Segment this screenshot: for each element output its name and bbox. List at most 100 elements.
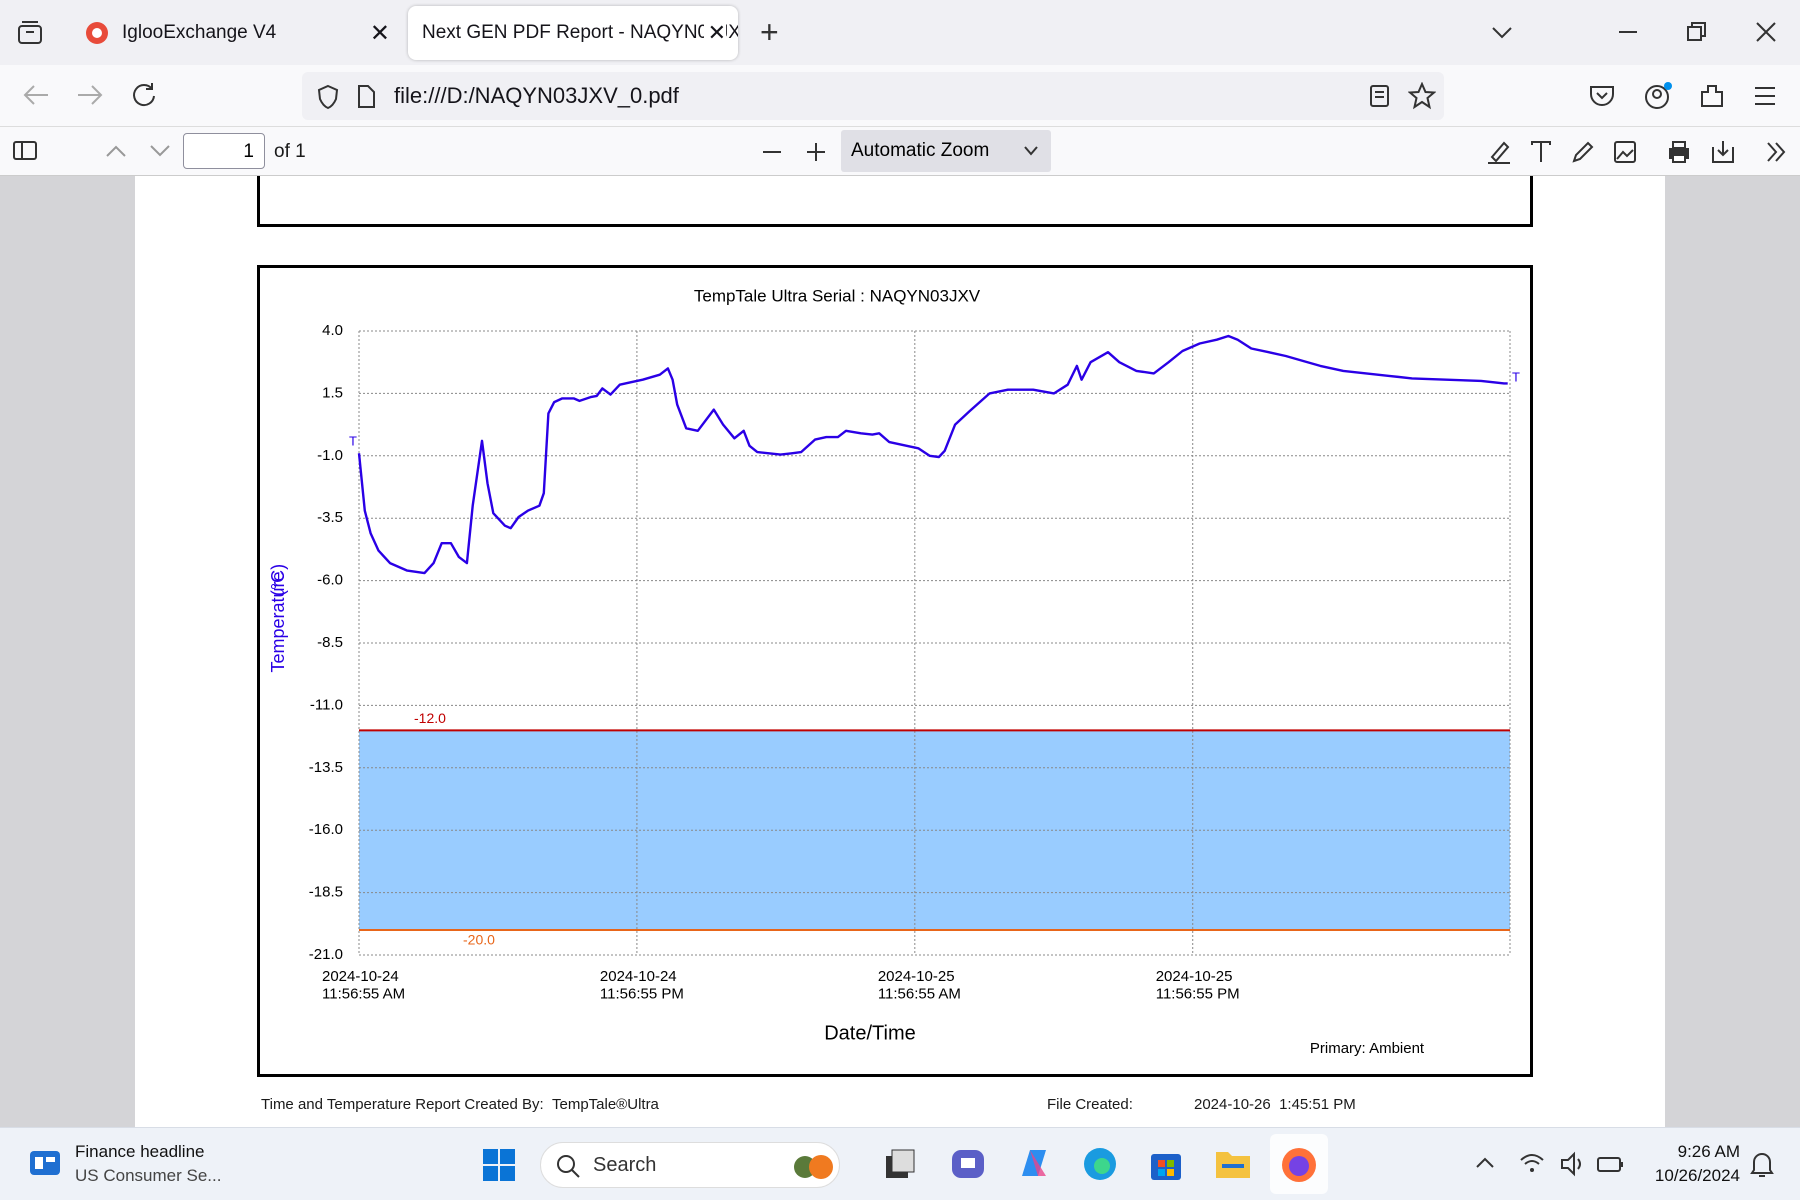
menu-button[interactable] xyxy=(1752,84,1778,108)
y-tick-label: -13.5 xyxy=(309,759,343,776)
page-number-input[interactable]: 1 xyxy=(183,133,265,169)
notifications[interactable] xyxy=(1748,1150,1776,1178)
draw-tool[interactable] xyxy=(1570,139,1596,165)
y-tick-label: 1.5 xyxy=(322,384,343,401)
y-tick-label: -3.5 xyxy=(317,509,343,526)
y-tick-label: -11.0 xyxy=(310,696,343,713)
chart-frame xyxy=(257,265,1533,1077)
x-tick-label: 2024-10-24 11:56:55 PM xyxy=(600,968,684,1002)
tab-title: Next GEN PDF Report - NAQYN03JX xyxy=(422,22,738,43)
page-count: of 1 xyxy=(274,141,306,162)
zoom-select[interactable]: Automatic Zoom xyxy=(841,130,1051,172)
x-axis-label: Date/Time xyxy=(824,1022,916,1044)
firefox-icon[interactable] xyxy=(1280,1146,1318,1184)
y-tick-label: -18.5 xyxy=(309,884,343,901)
reader-view[interactable] xyxy=(1368,84,1392,108)
zoom-out[interactable] xyxy=(760,141,784,163)
close-window[interactable] xyxy=(1754,20,1778,44)
zoom-in[interactable] xyxy=(804,141,828,163)
x-tick-label: 2024-10-25 11:56:55 AM xyxy=(878,968,961,1002)
news-text[interactable]: US Consumer Se... xyxy=(75,1166,222,1185)
tab[interactable]: IglooExchange V4 ✕ xyxy=(70,6,400,60)
y-tick-label: -1.0 xyxy=(317,447,343,464)
copilot-icon[interactable] xyxy=(1016,1146,1052,1182)
show-hidden-icons[interactable] xyxy=(1474,1154,1496,1170)
file-explorer-icon[interactable] xyxy=(1214,1146,1252,1182)
clock-time[interactable]: 9:26 AM xyxy=(1677,1142,1740,1161)
trip-marker: T xyxy=(349,433,357,448)
search-placeholder: Search xyxy=(593,1154,657,1176)
footer-value: TempTale®Ultra xyxy=(551,1096,659,1113)
system-tray[interactable] xyxy=(1518,1150,1628,1178)
new-tab-button[interactable]: + xyxy=(760,14,779,50)
task-view[interactable] xyxy=(884,1148,916,1180)
search-box[interactable]: Search xyxy=(540,1142,840,1188)
extensions-button[interactable] xyxy=(1698,82,1726,110)
limit-label: -20.0 xyxy=(463,932,495,948)
tab-title: IglooExchange V4 xyxy=(122,22,277,43)
footer-file-created-label: File Created: xyxy=(1047,1096,1133,1113)
x-tick-label: 2024-10-25 11:56:55 PM xyxy=(1156,968,1240,1002)
back-button[interactable] xyxy=(22,83,50,107)
sidebar-toggle[interactable] xyxy=(12,140,38,162)
news-title[interactable]: Finance headline xyxy=(75,1142,205,1161)
y-tick-label: -6.0 xyxy=(317,572,343,589)
highlight-tool[interactable] xyxy=(1486,139,1512,165)
trip-marker: T xyxy=(1512,369,1520,384)
page-icon xyxy=(358,85,375,108)
taskbar: Finance headline US Consumer Se... Searc… xyxy=(0,1127,1800,1200)
tab[interactable]: Next GEN PDF Report - NAQYN03JX ✕ xyxy=(408,6,738,60)
url-text: file:///D:/NAQYN03JXV_0.pdf xyxy=(394,83,679,108)
y-tick-label: -21.0 xyxy=(309,946,343,963)
tab-close[interactable]: ✕ xyxy=(369,19,390,47)
y-tick-label: -8.5 xyxy=(317,634,343,651)
edge-icon[interactable] xyxy=(1082,1146,1118,1182)
clock-date[interactable]: 10/26/2024 xyxy=(1654,1166,1740,1185)
address-bar[interactable]: file:///D:/NAQYN03JXV_0.pdf xyxy=(302,72,1444,120)
print-button[interactable] xyxy=(1666,139,1692,165)
tools-overflow[interactable] xyxy=(1764,139,1790,165)
x-tick-label: 2024-10-24 11:56:55 AM xyxy=(322,968,405,1002)
tab-favicon xyxy=(86,22,108,44)
account-button[interactable] xyxy=(1642,80,1674,112)
minimize[interactable] xyxy=(1616,20,1640,44)
pocket-button[interactable] xyxy=(1588,82,1616,110)
limit-band xyxy=(359,730,1510,931)
start-button[interactable] xyxy=(482,1148,516,1182)
y-axis-unit: (°C) xyxy=(268,564,288,596)
y-tick-label: 4.0 xyxy=(322,322,343,339)
tab-close[interactable]: ✕ xyxy=(703,20,726,46)
shield-icon xyxy=(317,84,339,110)
search-icon xyxy=(557,1155,580,1178)
forward-button[interactable] xyxy=(76,83,104,107)
previous-section-box xyxy=(257,176,1533,227)
save-button[interactable] xyxy=(1710,139,1736,165)
y-axis-label: Temperature xyxy=(268,571,288,672)
footer-created-by: Time and Temperature Report Created By: … xyxy=(261,1096,659,1113)
chart-title: TempTale Ultra Serial : NAQYN03JXV xyxy=(694,286,981,305)
footer-label: Time and Temperature Report Created By: xyxy=(261,1096,544,1113)
reload-button[interactable] xyxy=(130,81,158,109)
store-icon[interactable] xyxy=(1148,1146,1184,1182)
widgets-icon[interactable] xyxy=(28,1148,62,1178)
annotation: Primary: Ambient xyxy=(1310,1040,1425,1057)
previous-page[interactable] xyxy=(104,141,128,161)
tab-list-button[interactable] xyxy=(16,20,44,46)
tab-bar: IglooExchange V4 ✕ Next GEN PDF Report -… xyxy=(0,0,1800,65)
image-tool[interactable] xyxy=(1612,139,1638,165)
bookmark-star[interactable] xyxy=(1408,82,1436,110)
list-all-tabs[interactable] xyxy=(1490,22,1514,42)
dropdown-arrow xyxy=(1024,146,1038,156)
zoom-value: Automatic Zoom xyxy=(851,140,990,161)
restore[interactable] xyxy=(1684,20,1708,44)
next-page[interactable] xyxy=(148,141,172,161)
teams-icon[interactable] xyxy=(950,1146,986,1182)
temperature-line xyxy=(357,334,1508,575)
search-highlight-icon xyxy=(794,1155,833,1179)
footer-file-created: 2024-10-26 1:45:51 PM xyxy=(1194,1096,1356,1113)
chart: TempTale Ultra Serial : NAQYN03JXV Tempe… xyxy=(257,265,1533,1077)
text-tool[interactable] xyxy=(1528,139,1554,165)
